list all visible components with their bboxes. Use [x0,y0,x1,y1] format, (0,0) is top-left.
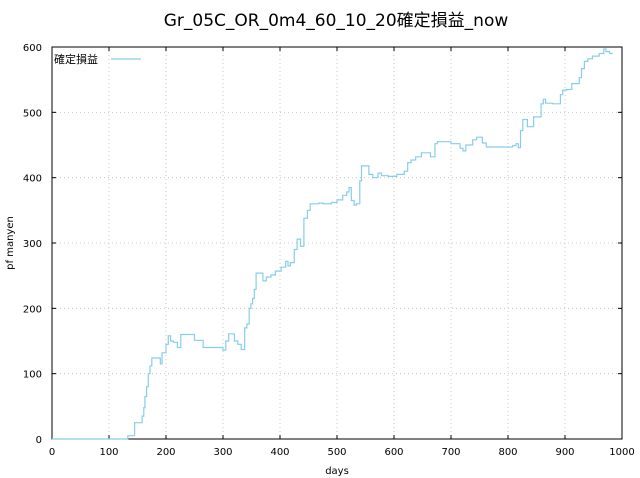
axis-ticks: 0 100 200 300 400 500 600 700 800 900 1000 0 100 200 3… [23,43,635,458]
y-axis-label: pf manyen [5,216,16,270]
y-tick-label: 500 [23,108,42,119]
series-line [52,48,613,440]
x-tick-label: 500 [327,447,346,458]
x-tick-label: 100 [99,447,118,458]
y-tick-label: 200 [23,304,42,315]
y-tick-label: 600 [23,43,42,54]
chart-title: Gr_05C_OR_0m4_60_10_20確定損益_now [164,11,509,31]
x-tick-label: 300 [213,447,232,458]
y-tick-label: 100 [23,370,42,381]
x-tick-label: 600 [384,447,403,458]
x-tick-label: 1000 [609,447,634,458]
y-tick-label: 400 [23,174,42,185]
x-tick-label: 700 [441,447,460,458]
x-tick-label: 800 [498,447,517,458]
legend-label: 確定損益 [54,52,98,66]
legend: 確定損益 [54,52,141,66]
x-tick-label: 0 [49,447,55,458]
grid [51,46,623,440]
x-tick-label: 900 [555,447,574,458]
x-tick-label: 200 [156,447,175,458]
series-layer [52,48,613,440]
y-tick-label: 300 [23,239,42,250]
y-tick-label: 0 [36,435,42,446]
x-tick-label: 400 [270,447,289,458]
x-axis-label: days [325,466,349,477]
